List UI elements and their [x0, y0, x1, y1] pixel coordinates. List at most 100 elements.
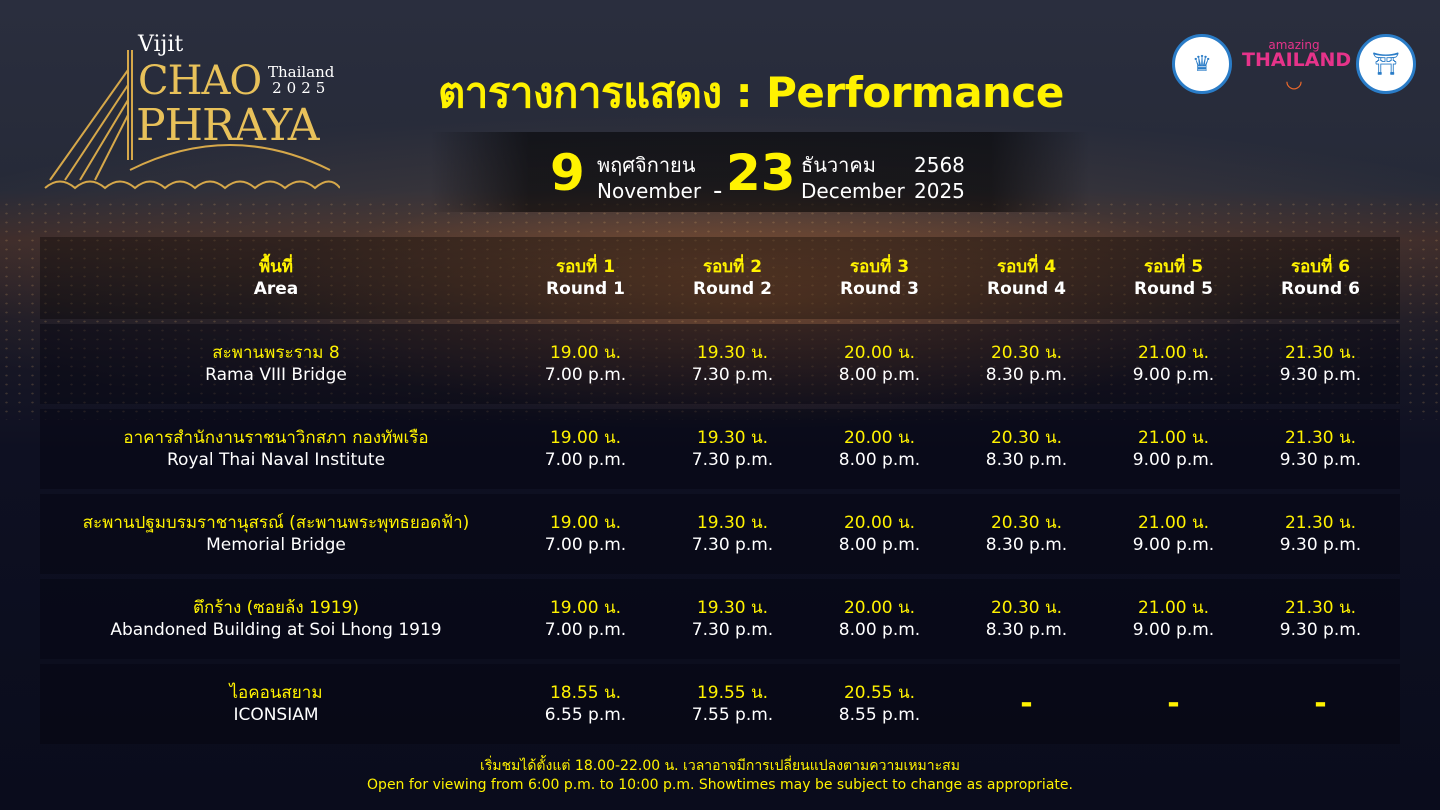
- header-round-6: รอบที่ 6 Round 6: [1247, 237, 1394, 319]
- time-th: 20.30 น.: [990, 513, 1063, 533]
- time-th: 21.00 น.: [1137, 513, 1210, 533]
- area-cell: ไอคอนสยาม ICONSIAM: [40, 664, 512, 744]
- bridge-logo-icon: [44, 50, 340, 190]
- logo-chao: CHAO: [138, 58, 262, 104]
- time-en: 7.00 p.m.: [544, 450, 627, 470]
- time-cell: 19.00 น. 7.00 p.m.: [512, 409, 659, 489]
- time-en: 9.30 p.m.: [1279, 620, 1362, 640]
- table-row: อาคารสำนักงานราชนาวิกสภา กองทัพเรือ Royal…: [40, 409, 1400, 489]
- time-en: 8.30 p.m.: [985, 535, 1068, 555]
- round-en: Round 1: [546, 279, 625, 299]
- time-cell-empty: -: [1247, 664, 1394, 744]
- header-round-4: รอบที่ 4 Round 4: [953, 237, 1100, 319]
- time-en: 8.00 p.m.: [838, 365, 921, 385]
- no-show-dash: -: [1314, 686, 1327, 721]
- no-show-dash: -: [1167, 686, 1180, 721]
- time-cell: 21.00 น. 9.00 p.m.: [1100, 324, 1247, 404]
- table-row: ตึกร้าง (ซอยล้ง 1919) Abandoned Building …: [40, 579, 1400, 659]
- end-day: 23: [726, 144, 796, 202]
- area-en: ICONSIAM: [233, 705, 319, 725]
- table-row: สะพานพระราม 8 Rama VIII Bridge 19.00 น. 7.0…: [40, 324, 1400, 404]
- time-cell: 20.30 น. 8.30 p.m.: [953, 409, 1100, 489]
- logo-thailand: Thailand: [268, 63, 335, 81]
- time-en: 9.30 p.m.: [1279, 450, 1362, 470]
- time-en: 9.00 p.m.: [1132, 620, 1215, 640]
- time-cell: 20.30 น. 8.30 p.m.: [953, 579, 1100, 659]
- time-th: 21.00 น.: [1137, 598, 1210, 618]
- table-row: ไอคอนสยาม ICONSIAM 18.55 น. 6.55 p.m. 19.55 …: [40, 664, 1400, 744]
- table-row: สะพานปฐมบรมราชานุสรณ์ (สะพานพระพุทธยอดฟ้…: [40, 494, 1400, 574]
- time-en: 7.00 p.m.: [544, 620, 627, 640]
- time-en: 8.55 p.m.: [838, 705, 921, 725]
- time-th: 19.00 น.: [549, 428, 622, 448]
- time-en: 7.00 p.m.: [544, 365, 627, 385]
- time-en: 9.30 p.m.: [1279, 365, 1362, 385]
- area-th: ไอคอนสยาม: [229, 683, 323, 703]
- time-th: 19.30 น.: [696, 513, 769, 533]
- area-th: สะพานพระราม 8: [212, 343, 340, 363]
- time-en: 8.00 p.m.: [838, 535, 921, 555]
- time-th: 20.55 น.: [843, 683, 916, 703]
- start-month-en: November: [597, 179, 702, 203]
- time-cell: 21.30 น. 9.30 p.m.: [1247, 324, 1394, 404]
- time-th: 20.30 น.: [990, 343, 1063, 363]
- area-en: Abandoned Building at Soi Lhong 1919: [110, 620, 442, 640]
- time-cell: 18.55 น. 6.55 p.m.: [512, 664, 659, 744]
- header-round-2: รอบที่ 2 Round 2: [659, 237, 806, 319]
- area-cell: สะพานปฐมบรมราชานุสรณ์ (สะพานพระพุทธยอดฟ้…: [40, 494, 512, 574]
- time-en: 8.30 p.m.: [985, 365, 1068, 385]
- time-cell: 21.30 น. 9.30 p.m.: [1247, 579, 1394, 659]
- time-th: 19.00 น.: [549, 598, 622, 618]
- city-lights: [0, 200, 1440, 420]
- time-en: 9.30 p.m.: [1279, 535, 1362, 555]
- time-cell: 20.00 น. 8.00 p.m.: [806, 579, 953, 659]
- end-year-en: 2025: [914, 179, 965, 203]
- logo-phraya: PHRAYA: [136, 100, 320, 151]
- time-cell: 19.30 น. 7.30 p.m.: [659, 324, 806, 404]
- time-cell: 21.00 น. 9.00 p.m.: [1100, 409, 1247, 489]
- time-th: 20.00 น.: [843, 513, 916, 533]
- time-cell: 19.00 น. 7.00 p.m.: [512, 324, 659, 404]
- round-th: รอบที่ 3: [849, 257, 910, 277]
- smile-swoosh-icon: ◡: [1285, 67, 1303, 92]
- time-th: 19.00 น.: [549, 513, 622, 533]
- time-en: 9.00 p.m.: [1132, 450, 1215, 470]
- round-en: Round 6: [1281, 279, 1360, 299]
- schedule-table: พื้นที่ Area รอบที่ 1 Round 1 รอบที่ 2 Roun…: [40, 237, 1400, 749]
- time-th: 21.30 น.: [1284, 343, 1357, 363]
- time-cell: 19.30 น. 7.30 p.m.: [659, 579, 806, 659]
- time-cell: 20.30 น. 8.30 p.m.: [953, 494, 1100, 574]
- time-th: 19.30 น.: [696, 343, 769, 363]
- time-en: 8.00 p.m.: [838, 620, 921, 640]
- time-en: 7.30 p.m.: [691, 450, 774, 470]
- time-th: 19.00 น.: [549, 343, 622, 363]
- time-th: 21.30 น.: [1284, 428, 1357, 448]
- vijit-chao-phraya-logo: Vijit CHAO Thailand 2025 PHRAYA: [40, 30, 340, 195]
- time-en: 9.00 p.m.: [1132, 535, 1215, 555]
- time-en: 7.30 p.m.: [691, 535, 774, 555]
- time-cell: 20.55 น. 8.55 p.m.: [806, 664, 953, 744]
- time-th: 18.55 น.: [549, 683, 622, 703]
- round-en: Round 5: [1134, 279, 1213, 299]
- header-round-3: รอบที่ 3 Round 3: [806, 237, 953, 319]
- round-th: รอบที่ 2: [702, 257, 763, 277]
- time-cell: 19.55 น. 7.55 p.m.: [659, 664, 806, 744]
- area-en: Memorial Bridge: [206, 535, 346, 555]
- table-header: พื้นที่ Area รอบที่ 1 Round 1 รอบที่ 2 Roun…: [40, 237, 1400, 319]
- time-en: 8.30 p.m.: [985, 620, 1068, 640]
- round-th: รอบที่ 6: [1290, 257, 1351, 277]
- logo-thailand-year: Thailand 2025: [268, 64, 334, 96]
- footer-en: Open for viewing from 6:00 p.m. to 10:00…: [367, 777, 1073, 793]
- round-en: Round 3: [840, 279, 919, 299]
- time-th: 21.30 น.: [1284, 598, 1357, 618]
- header-area-th: พื้นที่: [258, 257, 294, 277]
- footer-note: เริ่มชมได้ตั้งแต่ 18.00-22.00 น. เวลาอาจ…: [0, 757, 1440, 795]
- thailand-text: THAILAND: [1242, 48, 1352, 71]
- time-cell: 20.00 น. 8.00 p.m.: [806, 324, 953, 404]
- time-cell: 20.00 น. 8.00 p.m.: [806, 409, 953, 489]
- time-th: 20.00 น.: [843, 598, 916, 618]
- amazing-text: amazing: [1268, 37, 1320, 52]
- tat-seal-icon: ⛩: [1356, 34, 1416, 94]
- time-en: 6.55 p.m.: [544, 705, 627, 725]
- header-round-5: รอบที่ 5 Round 5: [1100, 237, 1247, 319]
